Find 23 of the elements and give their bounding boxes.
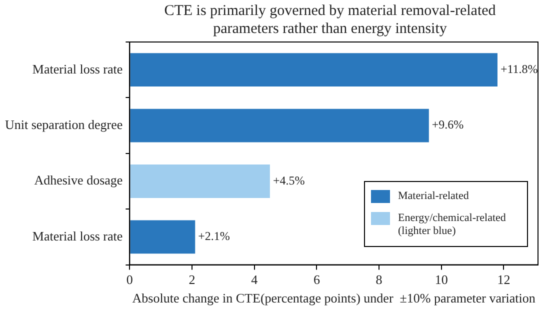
data-label: +4.5% — [272, 173, 305, 188]
legend-label: Material-related — [398, 190, 469, 203]
data-label: +9.6% — [432, 118, 464, 132]
bar — [130, 108, 429, 142]
legend-label: Energy/chemical-related (lighter blue) — [398, 212, 507, 238]
bar — [130, 53, 498, 87]
data-label: +2.1% — [198, 229, 230, 244]
x-tick-label: 4 — [251, 272, 258, 288]
chart-title: CTE is primarily governed by material removal-related parameters rather than energy intensity — [163, 2, 497, 38]
y-tick-label: Adhesive dosage — [34, 172, 123, 188]
y-tick-label: Material loss rate — [32, 228, 123, 244]
x-tick-label: 0 — [126, 272, 133, 288]
x-tick-label: 8 — [376, 272, 382, 288]
x-tick-label: 2 — [188, 272, 196, 288]
x-tick-label: 10 — [434, 272, 448, 288]
x-tick-label: 6 — [313, 272, 320, 288]
bar — [130, 220, 196, 254]
bar — [130, 164, 270, 198]
data-label: +11.8% — [500, 62, 538, 76]
x-axis-title: Absolute change in CTE(percentage points) under ±10% parameter variation — [132, 290, 536, 306]
y-tick-label: Material loss rate — [32, 61, 123, 76]
y-tick-label: Unit separation degree — [4, 116, 123, 132]
x-tick-label: 12 — [497, 272, 510, 288]
